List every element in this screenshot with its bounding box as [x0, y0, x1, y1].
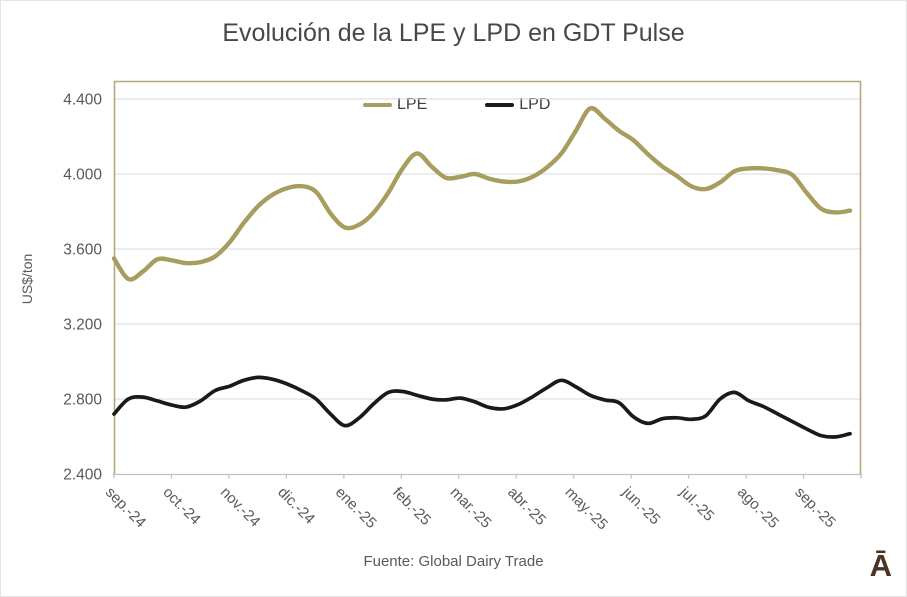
x-tick-label: dic.-24 — [274, 484, 318, 528]
brand-logo: Ā — [869, 548, 892, 583]
legend: LPE LPD — [363, 96, 550, 114]
legend-label-lpe: LPE — [397, 96, 428, 113]
y-tick-label: 2.400 — [63, 467, 102, 484]
source-caption: Fuente: Global Dairy Trade — [363, 553, 544, 570]
legend-item-lpe: LPE — [363, 96, 427, 114]
x-tick-label: sep.-24 — [102, 484, 149, 531]
legend-item-lpd: LPD — [485, 96, 550, 114]
lpd-line — [112, 375, 852, 439]
x-tick-label: feb.-25 — [389, 484, 434, 529]
x-tick-label: ago.-25 — [734, 484, 782, 532]
x-tick-label: jul.-25 — [676, 483, 718, 525]
y-tick-label: 3.200 — [63, 317, 102, 334]
x-tick-label: may.-25 — [562, 484, 612, 534]
lpe-line-swatch-icon — [363, 103, 392, 107]
x-tick-label: ene.-25 — [332, 484, 380, 532]
x-tick-label: sep.-25 — [791, 484, 838, 531]
x-tick-label: jun.-25 — [618, 483, 663, 528]
lpe-line — [111, 105, 853, 282]
x-tick-label: nov.-24 — [217, 484, 264, 531]
x-tick-label: oct.-24 — [159, 484, 203, 528]
y-tick-label: 3.600 — [63, 242, 102, 259]
legend-label-lpd: LPD — [519, 96, 551, 113]
y-tick-label: 4.400 — [63, 92, 102, 109]
lpd-line-swatch-icon — [485, 103, 515, 107]
x-tick-label: abr.-25 — [504, 484, 549, 529]
y-tick-label: 2.800 — [63, 392, 102, 409]
plot-border — [113, 80, 862, 474]
y-tick-label: 4.000 — [63, 167, 102, 184]
x-tick-label: mar.-25 — [447, 484, 495, 532]
chart-title: Evolución de la LPE y LPD en GDT Pulse — [222, 19, 685, 47]
